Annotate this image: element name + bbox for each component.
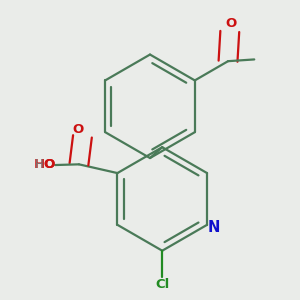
Text: N: N [207, 220, 220, 235]
Text: O: O [225, 17, 236, 30]
Text: HO: HO [34, 158, 56, 171]
Text: O: O [73, 123, 84, 136]
Text: Cl: Cl [155, 278, 169, 291]
Text: H: H [35, 158, 44, 171]
Text: O: O [43, 158, 55, 171]
